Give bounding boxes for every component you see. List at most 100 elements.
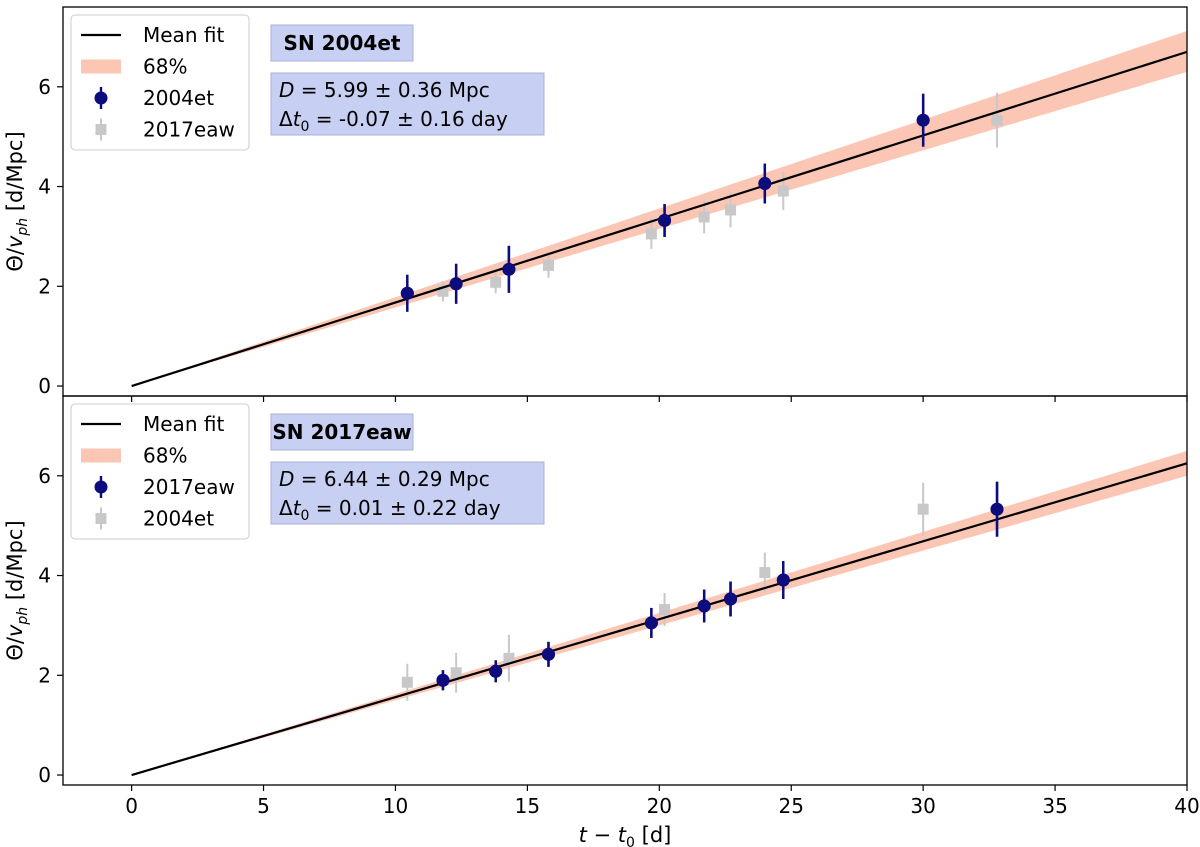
y-tick-label: 6 bbox=[38, 75, 51, 99]
mean-fit-line bbox=[131, 462, 1188, 777]
y-axis-label-theta: Θ/ bbox=[3, 636, 27, 661]
legend-primary-marker bbox=[94, 480, 108, 494]
x-axis-label-sub: 0 bbox=[626, 835, 635, 847]
y-axis-label: Θ/vph [d/Mpc] bbox=[3, 131, 31, 271]
data-point bbox=[490, 276, 502, 288]
info-value: = -0.07 ± 0.16 day bbox=[309, 107, 508, 131]
data-point bbox=[645, 228, 657, 240]
series-primary-top-2004et bbox=[400, 93, 930, 312]
info-box bbox=[270, 72, 545, 136]
data-point bbox=[916, 113, 930, 127]
info-variable: t bbox=[293, 107, 302, 131]
panel-title: SN 2017eaw bbox=[272, 420, 411, 444]
info-delta: Δ bbox=[279, 107, 293, 131]
y-axis-label-v: v bbox=[3, 235, 27, 248]
x-tick-label: 15 bbox=[515, 794, 540, 818]
y-tick-label: 6 bbox=[38, 464, 51, 488]
data-point bbox=[698, 211, 710, 223]
data-point bbox=[502, 262, 516, 276]
panel-bottom: 0 5 10 15 20 25 30 35 40 0 2 4 6 Θ/vph [d/Mpc] t − t0 … bbox=[3, 395, 1200, 847]
legend: Mean fit 68% 2004et 2017eaw bbox=[70, 14, 250, 151]
legend-label: 68% bbox=[143, 444, 187, 468]
x-tick-label: 20 bbox=[647, 794, 672, 818]
info-value: = 5.99 ± 0.36 Mpc bbox=[294, 78, 489, 102]
data-point bbox=[759, 567, 771, 579]
info-delta: Δ bbox=[279, 496, 293, 520]
data-point bbox=[659, 603, 671, 615]
data-point bbox=[436, 673, 450, 687]
legend-secondary-marker bbox=[95, 513, 107, 524]
legend-label: 68% bbox=[143, 55, 187, 79]
x-tick-label: 0 bbox=[125, 794, 138, 818]
series-secondary-2017eaw bbox=[437, 92, 1003, 302]
info-line: Δt0 = 0.01 ± 0.22 day bbox=[279, 496, 501, 524]
y-axis-label: Θ/vph [d/Mpc] bbox=[3, 520, 31, 660]
x-axis-label-main: t − t bbox=[579, 823, 627, 847]
data-point bbox=[776, 573, 790, 587]
data-point bbox=[489, 664, 503, 678]
legend-band-swatch bbox=[81, 59, 121, 74]
x-tick-label: 30 bbox=[910, 794, 935, 818]
data-point bbox=[917, 503, 929, 515]
data-point bbox=[401, 676, 413, 688]
info-subscript: 0 bbox=[301, 508, 310, 524]
data-point bbox=[990, 502, 1004, 516]
legend-box bbox=[70, 14, 250, 151]
data-point bbox=[991, 114, 1003, 126]
title-box bbox=[270, 413, 414, 451]
y-axis-label-v: v bbox=[3, 624, 27, 637]
axes-frame bbox=[62, 395, 1188, 786]
panel-top: 0 2 4 6 Θ/vph [d/Mpc] Mean fit 68% 2004et 2017ea… bbox=[3, 6, 1188, 402]
y-tick-label: 4 bbox=[38, 564, 51, 588]
data-point bbox=[449, 277, 463, 291]
series-primary-top-2017eaw bbox=[436, 481, 1004, 691]
x-tick-label: 10 bbox=[383, 794, 408, 818]
legend-label: Mean fit bbox=[143, 412, 224, 436]
data-point bbox=[724, 592, 738, 606]
legend-label: 2017eaw bbox=[143, 475, 235, 499]
info-variable: D bbox=[279, 78, 294, 102]
legend: Mean fit 68% 2017eaw 2004et bbox=[70, 403, 250, 540]
legend-box bbox=[70, 403, 250, 540]
y-tick-label: 0 bbox=[38, 763, 51, 787]
y-tick-label: 2 bbox=[38, 663, 51, 687]
y-axis-label-unit: [d/Mpc] bbox=[3, 131, 27, 217]
info-value: = 0.01 ± 0.22 day bbox=[309, 496, 500, 520]
data-point bbox=[450, 667, 462, 679]
data-point bbox=[658, 213, 672, 227]
data-point bbox=[400, 286, 414, 300]
panel-title: SN 2004et bbox=[284, 31, 401, 55]
x-axis-label: t − t0 [d] bbox=[579, 823, 672, 847]
y-axis-label-sub: ph bbox=[15, 218, 31, 237]
info-variable: t bbox=[293, 496, 302, 520]
y-tick-label: 4 bbox=[38, 175, 51, 199]
legend-secondary-marker bbox=[95, 124, 107, 135]
x-axis-label-unit: [d] bbox=[635, 823, 671, 847]
legend-label: Mean fit bbox=[143, 23, 224, 47]
y-axis-label-theta: Θ/ bbox=[3, 247, 27, 272]
x-tick-label: 40 bbox=[1174, 794, 1199, 818]
x-tick-label: 35 bbox=[1042, 794, 1067, 818]
legend-primary-marker bbox=[94, 91, 108, 105]
legend-label: 2004et bbox=[143, 507, 214, 531]
y-axis-label-unit: [d/Mpc] bbox=[3, 520, 27, 606]
y-axis-label-sub: ph bbox=[15, 607, 31, 626]
data-point bbox=[758, 177, 772, 191]
y-tick-label: 2 bbox=[38, 274, 51, 298]
x-tick-label: 25 bbox=[778, 794, 803, 818]
info-box bbox=[270, 461, 545, 525]
x-tick-label: 5 bbox=[257, 794, 270, 818]
info-value: = 6.44 ± 0.29 Mpc bbox=[294, 467, 489, 491]
legend-label: 2017eaw bbox=[143, 118, 235, 142]
data-point bbox=[644, 616, 658, 630]
info-line: D = 6.44 ± 0.29 Mpc bbox=[279, 467, 490, 491]
data-point bbox=[437, 285, 449, 297]
series-secondary-2004et bbox=[401, 482, 929, 701]
title-box bbox=[270, 24, 414, 62]
data-point bbox=[541, 647, 555, 661]
legend-label: 2004et bbox=[143, 86, 214, 110]
info-line: Δt0 = -0.07 ± 0.16 day bbox=[279, 107, 508, 135]
info-variable: D bbox=[279, 467, 294, 491]
data-point bbox=[777, 185, 789, 197]
